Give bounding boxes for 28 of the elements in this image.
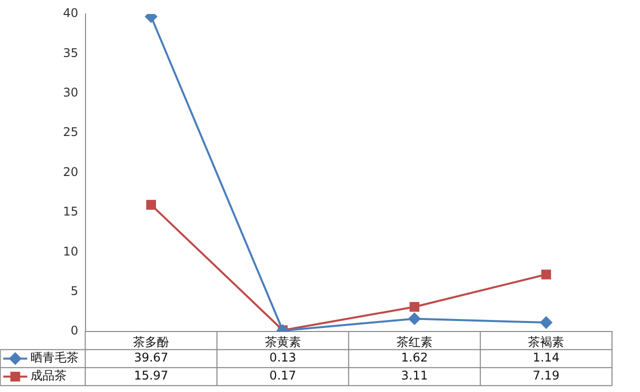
x-tick-label: 茶多酚: [133, 334, 170, 349]
y-tick-label: 30: [62, 86, 78, 100]
y-tick-label: 35: [62, 46, 78, 60]
y-tick-label: 0: [70, 324, 78, 338]
x-tick-label: 茶褐素: [528, 334, 564, 349]
data-label: 0.17: [269, 368, 296, 383]
legend-label: 晒青毛茶: [30, 350, 78, 365]
data-label: 39.67: [134, 350, 168, 365]
point: [410, 302, 420, 312]
data-label: 0.13: [269, 350, 296, 365]
point: [146, 200, 156, 210]
y-tick-label: 5: [70, 284, 78, 298]
x-tick-label: 茶红素: [396, 334, 432, 349]
x-tick-label: 茶黄素: [264, 334, 301, 349]
y-tick-label: 20: [62, 164, 78, 179]
y-tick-label: 15: [62, 204, 78, 219]
y-tick-label: 25: [62, 125, 78, 140]
data-label: 1.14: [532, 350, 560, 365]
data-label: 7.19: [532, 368, 560, 383]
point: [408, 312, 420, 325]
y-tick-label: 10: [62, 244, 78, 258]
legend-label: 成品茶: [30, 368, 66, 383]
y-tick-label: 40: [62, 6, 78, 20]
data-label: 15.97: [134, 368, 168, 383]
point: [541, 270, 552, 280]
point: [540, 316, 552, 329]
data-label: 3.11: [401, 368, 428, 383]
data-label: 1.62: [401, 350, 428, 365]
